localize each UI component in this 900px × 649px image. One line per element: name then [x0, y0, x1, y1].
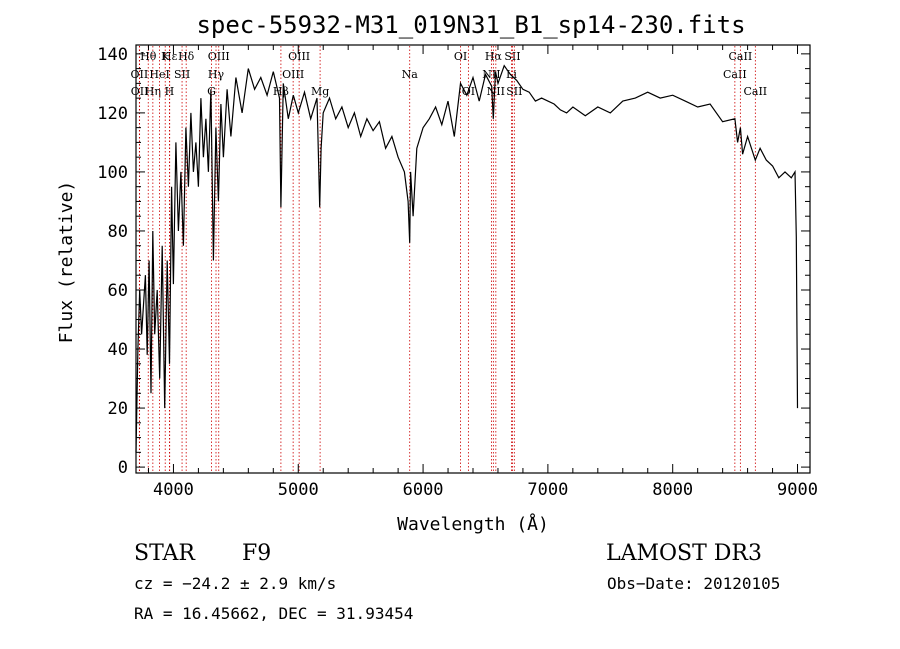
x-tick-label: 6000: [403, 480, 444, 500]
line-marker-label: K: [161, 50, 170, 63]
line-marker-label: Hδ: [178, 50, 195, 63]
y-tick-label: 60: [108, 281, 128, 301]
line-marker-label: SII: [504, 50, 520, 63]
line-marker-label: OI: [454, 50, 467, 63]
chart-title: spec-55932-M31_019N31_B1_sp14-230.fits: [196, 11, 745, 39]
x-tick-label: 4000: [153, 480, 194, 500]
obs-date: Obs−Date: 20120105: [607, 574, 780, 593]
spectrum-series: [135, 64, 799, 453]
y-axis-label: Flux (relative): [56, 181, 77, 344]
y-tick-label: 0: [118, 458, 128, 478]
x-tick-label: 9000: [777, 480, 818, 500]
line-marker-label: NII: [487, 85, 505, 98]
survey-name: LAMOST DR3: [606, 541, 762, 566]
line-marker-label: Hβ: [273, 85, 289, 98]
x-tick-label: 5000: [278, 480, 319, 500]
line-marker-label: OII: [131, 85, 149, 98]
line-marker-label: OIII: [288, 50, 310, 63]
line-marker-label: Na: [402, 68, 419, 81]
line-marker-label: CaII: [729, 50, 753, 63]
y-tick-label: 140: [97, 45, 128, 65]
y-axis: 0 20 40 60 80 100 120 140: [97, 45, 810, 478]
line-marker-label: CaII: [743, 85, 767, 98]
line-marker-label: Li: [506, 68, 517, 81]
x-tick-label: 7000: [527, 480, 568, 500]
ra-dec: RA = 16.45662, DEC = 31.93454: [134, 604, 413, 623]
line-marker-label: H: [165, 85, 175, 98]
line-marker-label: Mg: [311, 85, 329, 98]
line-marker-label: OIII: [208, 50, 230, 63]
line-marker-label: Hθ: [140, 50, 157, 63]
y-tick-label: 120: [97, 104, 128, 124]
line-marker-label: SII: [174, 68, 190, 81]
line-marker-label: Hα: [485, 50, 503, 63]
line-marker-label: Hη: [145, 85, 161, 98]
object-subclass: F9: [242, 541, 271, 566]
y-tick-label: 20: [108, 399, 128, 419]
line-marker-label: Hγ: [208, 68, 225, 81]
y-tick-label: 80: [108, 222, 128, 242]
y-tick-label: 40: [108, 340, 128, 360]
x-axis: 4000 5000 6000 7000 8000 9000: [147, 45, 818, 500]
line-marker-label: OIII: [282, 68, 304, 81]
line-marker-label: SII: [506, 85, 522, 98]
y-tick-label: 100: [97, 163, 128, 183]
plot-frame: [135, 44, 811, 474]
line-marker-label: HeI: [149, 68, 169, 81]
object-class: STAR: [134, 541, 196, 566]
x-tick-label: 8000: [652, 480, 693, 500]
redshift-cz: cz = −24.2 ± 2.9 km/s: [134, 574, 336, 593]
x-axis-label: Wavelength (Å): [397, 513, 549, 535]
line-marker-label: CaII: [723, 68, 747, 81]
